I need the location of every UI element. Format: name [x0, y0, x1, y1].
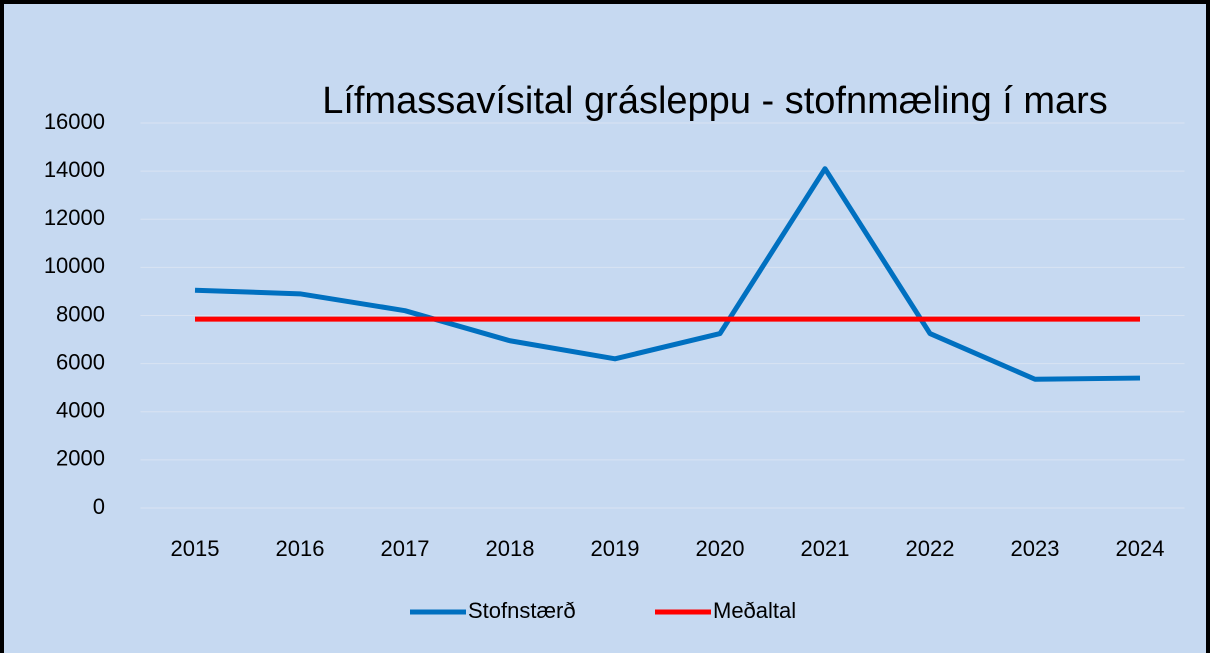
y-tick-label: 16000	[44, 109, 105, 134]
x-tick-label: 2021	[801, 536, 850, 561]
y-tick-label: 6000	[56, 349, 105, 374]
chart-title: Lífmassavísital grásleppu - stofnmæling …	[322, 80, 1108, 122]
x-tick-label: 2024	[1116, 536, 1165, 561]
y-tick-label: 0	[93, 494, 105, 519]
x-tick-label: 2020	[696, 536, 745, 561]
x-tick-label: 2018	[486, 536, 535, 561]
x-tick-label: 2017	[381, 536, 430, 561]
series-line	[194, 166, 1141, 382]
y-tick-label: 4000	[56, 398, 105, 423]
y-tick-label: 10000	[44, 253, 105, 278]
y-tick-label: 8000	[56, 301, 105, 326]
x-tick-label: 2019	[591, 536, 640, 561]
y-tick-label: 12000	[44, 205, 105, 230]
legend-label: Stofnstærð	[468, 598, 576, 623]
x-tick-label: 2023	[1011, 536, 1060, 561]
y-tick-label: 14000	[44, 157, 105, 182]
x-tick-label: 2015	[171, 536, 220, 561]
y-tick-label: 2000	[56, 446, 105, 471]
legend-label: Meðaltal	[713, 598, 796, 623]
x-tick-label: 2022	[906, 536, 955, 561]
x-tick-label: 2016	[276, 536, 325, 561]
